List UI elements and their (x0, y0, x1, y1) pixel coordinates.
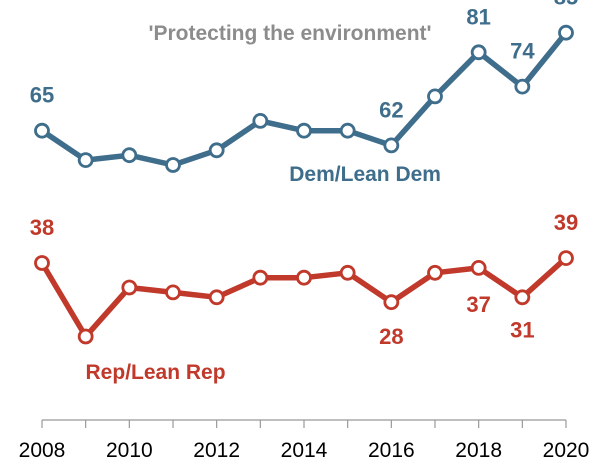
x-axis: 2008 2010 2012 2014 2016 2018 2020 (19, 419, 590, 462)
data-point (252, 269, 269, 286)
data-point (514, 78, 531, 95)
x-tick-label: 2020 (543, 439, 590, 462)
data-point (121, 147, 138, 164)
data-point (383, 137, 400, 154)
x-tick-label: 2010 (106, 439, 153, 462)
series-1 (34, 250, 574, 345)
data-point (514, 289, 531, 306)
x-tick-label: 2012 (193, 439, 240, 462)
data-label: 81 (466, 4, 490, 29)
data-point (470, 44, 487, 61)
data-label: 62 (379, 97, 403, 122)
labels-layer: Dem/Lean Dem 65 62 81 74 85 Rep/Lean Rep 38 28 37… (30, 0, 578, 384)
data-point (427, 88, 443, 105)
data-label: 38 (30, 215, 54, 240)
series-0 (34, 24, 574, 173)
series-name-label: Dem/Lean Dem (289, 163, 441, 186)
data-label: 37 (466, 292, 490, 317)
data-point (339, 122, 356, 139)
data-point (558, 24, 574, 41)
chart-title: 'Protecting the environment' (148, 22, 431, 45)
data-point (470, 259, 487, 276)
data-point (296, 269, 312, 286)
data-point (208, 289, 225, 306)
data-point (34, 122, 50, 139)
data-label: 39 (554, 210, 578, 235)
x-tick-label: 2018 (455, 439, 502, 462)
x-tick-label: 2016 (368, 439, 415, 462)
data-point (165, 157, 181, 173)
series-layer (34, 24, 574, 345)
data-point (121, 279, 138, 296)
data-label: 85 (554, 0, 578, 10)
data-point (339, 264, 356, 281)
data-label: 65 (30, 83, 54, 108)
data-point (34, 255, 50, 271)
data-point (558, 250, 574, 267)
data-point (252, 113, 269, 129)
x-tick-label: 2014 (281, 439, 328, 462)
data-label: 28 (379, 324, 403, 349)
series-name-label: Rep/Lean Rep (86, 361, 226, 384)
data-point (427, 264, 443, 281)
data-point (208, 142, 225, 159)
data-point (77, 328, 94, 345)
x-tick-label: 2008 (19, 439, 66, 462)
data-label: 31 (510, 317, 534, 342)
series-line (39, 29, 569, 168)
data-label: 74 (510, 39, 535, 64)
data-point (77, 152, 94, 169)
data-point (165, 284, 181, 301)
data-point (296, 122, 312, 139)
data-point (383, 294, 400, 311)
